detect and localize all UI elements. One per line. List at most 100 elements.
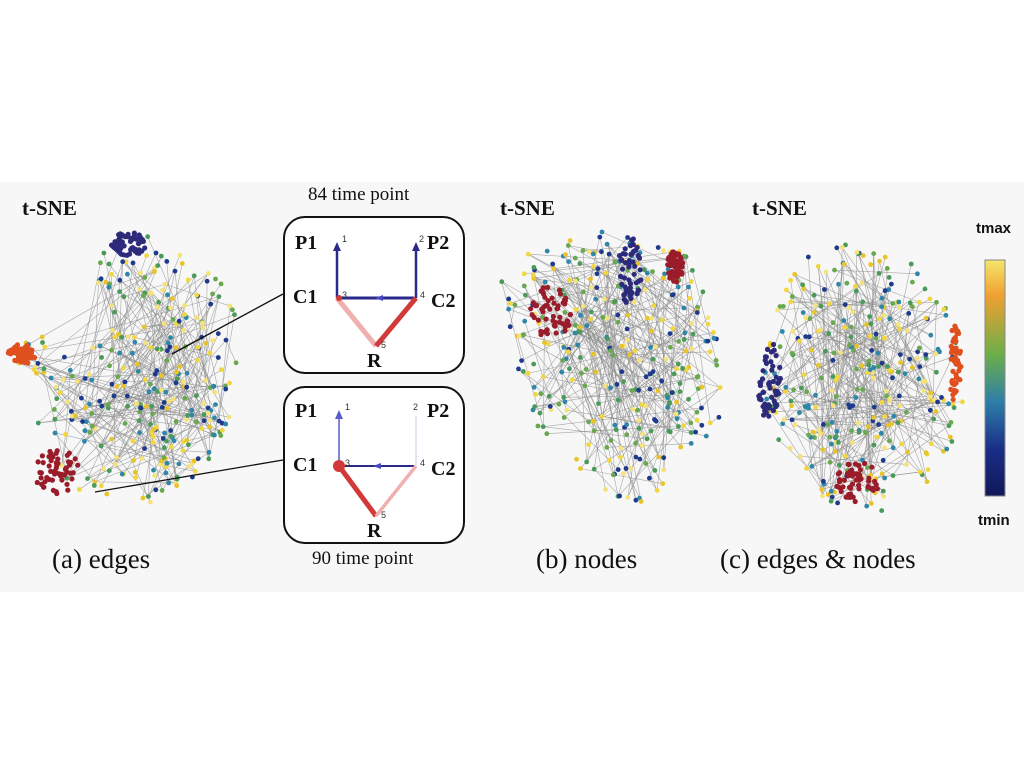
edge-line <box>622 259 718 366</box>
node-point <box>107 363 112 369</box>
cluster-point <box>632 263 638 269</box>
node-point <box>819 487 825 492</box>
node-point <box>48 375 54 381</box>
node-point <box>572 330 578 336</box>
node-point <box>676 424 681 429</box>
node-point <box>134 361 140 367</box>
node-point <box>160 436 166 441</box>
node-point <box>582 383 588 389</box>
edge-line <box>806 396 930 469</box>
edge-line <box>790 301 882 307</box>
edge-line <box>561 289 687 352</box>
node-point <box>922 379 928 384</box>
node-point <box>636 387 641 393</box>
cluster-point <box>75 462 81 468</box>
edge-line <box>623 307 698 382</box>
node-point <box>152 269 157 275</box>
edge-line <box>834 307 849 452</box>
cluster-point <box>763 360 770 366</box>
node-point <box>199 426 205 432</box>
cluster-point <box>27 350 33 356</box>
cluster-point <box>665 256 671 262</box>
node-point <box>155 263 161 268</box>
node-point <box>694 409 700 415</box>
node-point <box>667 344 673 350</box>
node-point <box>618 445 624 451</box>
edge-line <box>35 267 155 367</box>
edge-line <box>638 323 692 361</box>
node-point <box>670 326 676 331</box>
node-point <box>801 372 807 378</box>
node-point <box>705 338 711 344</box>
node-point <box>615 397 621 403</box>
node-point <box>707 349 713 355</box>
edge-line <box>568 351 614 475</box>
node-point <box>562 399 568 405</box>
node-point <box>886 423 891 428</box>
node-point <box>831 350 837 356</box>
cluster-point <box>116 232 122 238</box>
edge-line <box>631 255 698 312</box>
inset-bottom-index-1: 1 <box>345 402 351 412</box>
node-point <box>215 355 221 360</box>
node-point <box>210 338 216 343</box>
node-point <box>648 345 653 350</box>
edge-line <box>635 340 707 390</box>
cluster-point <box>856 462 862 469</box>
node-point <box>53 384 59 390</box>
node-point <box>674 366 679 372</box>
node-point <box>871 251 877 256</box>
node-point <box>663 356 669 362</box>
edge-line <box>574 277 664 334</box>
node-point <box>80 419 85 424</box>
cluster-point <box>118 245 124 251</box>
edge-line <box>586 325 599 404</box>
edge-line <box>150 283 222 385</box>
node-point <box>604 315 610 321</box>
edge-line <box>799 340 820 430</box>
edge-line <box>605 273 619 401</box>
edge-line <box>539 331 579 414</box>
cluster-point <box>538 328 544 334</box>
node-point <box>816 362 821 368</box>
cluster-point <box>540 285 546 291</box>
node-point <box>595 266 601 271</box>
node-point <box>171 438 177 444</box>
edge-line <box>841 389 863 481</box>
node-point <box>914 356 920 361</box>
edge-line <box>144 320 180 328</box>
node-point <box>916 376 922 382</box>
cluster-point <box>59 477 65 483</box>
node-point <box>578 355 583 360</box>
edge-line <box>580 315 656 348</box>
edge-line <box>568 349 612 441</box>
inset-bottom-label: 90 time point <box>312 548 414 569</box>
node-point <box>775 307 780 313</box>
node-point <box>551 266 557 272</box>
edge-line <box>872 377 893 418</box>
node-point <box>792 422 798 428</box>
node-point <box>591 428 597 434</box>
cluster-point <box>834 483 840 489</box>
node-point <box>99 355 104 360</box>
node-point <box>153 487 159 493</box>
edge-line <box>822 301 898 497</box>
node-point <box>111 393 117 399</box>
cluster-point <box>52 468 58 474</box>
node-point <box>194 292 200 298</box>
node-point <box>876 422 882 427</box>
edge-line <box>87 447 165 479</box>
edge-line <box>626 277 664 425</box>
node-point <box>836 462 842 468</box>
node-point <box>162 281 168 287</box>
node-point <box>714 362 720 368</box>
cluster-point <box>13 350 20 356</box>
cluster-point <box>44 475 50 481</box>
node-point <box>879 360 885 366</box>
node-point <box>827 434 833 440</box>
node-point <box>62 354 67 360</box>
node-point <box>886 275 892 280</box>
node-point <box>599 229 605 235</box>
inset-top-node-p2: P2 <box>427 232 450 254</box>
node-point <box>179 261 185 266</box>
